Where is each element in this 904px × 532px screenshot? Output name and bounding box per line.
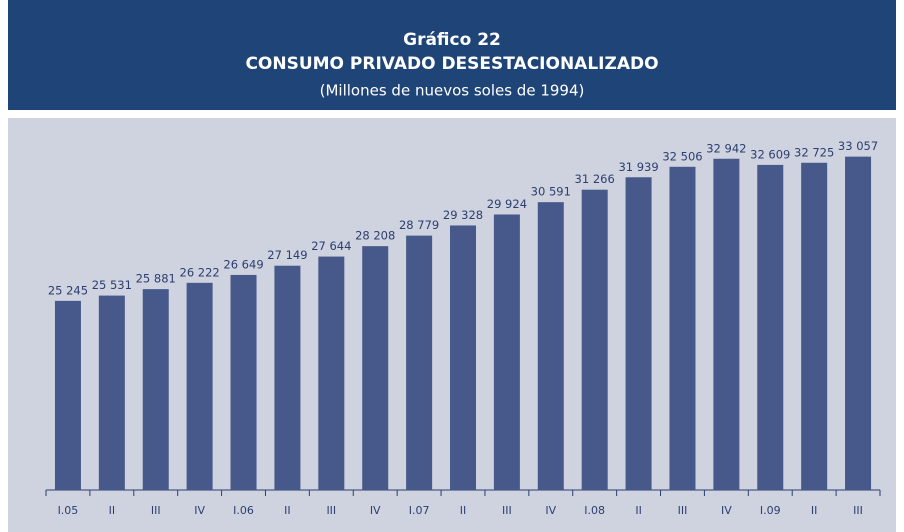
bar xyxy=(142,289,169,490)
bar xyxy=(713,158,740,491)
x-tick-label: II xyxy=(460,504,467,517)
bar xyxy=(318,256,345,490)
x-tick-label: I.07 xyxy=(409,504,430,517)
bar xyxy=(98,295,125,490)
value-label: 32 506 xyxy=(662,149,702,163)
bar xyxy=(757,164,784,490)
x-tick-label: III xyxy=(678,504,688,517)
x-tick-label: II xyxy=(109,504,116,517)
bar xyxy=(493,214,520,491)
x-tick-label: IV xyxy=(721,504,732,517)
value-label: 25 245 xyxy=(48,283,88,297)
x-tick-label: III xyxy=(151,504,161,517)
value-label: 32 609 xyxy=(750,147,790,161)
value-label: 27 149 xyxy=(267,248,307,262)
chart-title: Gráfico 22 xyxy=(403,30,501,50)
x-tick-label: II xyxy=(811,504,818,517)
x-tick-label: IV xyxy=(194,504,205,517)
x-tick-label: III xyxy=(326,504,336,517)
bar xyxy=(362,246,389,490)
x-tick-label: IV xyxy=(370,504,381,517)
x-tick-label: IV xyxy=(545,504,556,517)
value-label: 26 222 xyxy=(180,265,220,279)
value-label: 25 531 xyxy=(92,278,132,292)
value-label: 28 779 xyxy=(399,218,439,232)
bar xyxy=(801,162,828,490)
value-label: 27 644 xyxy=(311,239,351,253)
value-label: 31 939 xyxy=(618,160,658,174)
bar xyxy=(669,166,696,490)
x-tick-label: I.08 xyxy=(584,504,605,517)
x-tick-label: I.05 xyxy=(58,504,79,517)
x-tick-label: I.06 xyxy=(233,504,254,517)
bar xyxy=(54,300,81,490)
x-tick-label: II xyxy=(635,504,642,517)
bar xyxy=(845,156,872,490)
value-label: 25 881 xyxy=(136,272,176,286)
value-label: 32 942 xyxy=(706,141,746,155)
bar xyxy=(230,274,257,490)
x-tick-label: II xyxy=(284,504,291,517)
value-label: 29 328 xyxy=(443,208,483,222)
bar xyxy=(450,225,476,490)
chart-subtitle: CONSUMO PRIVADO DESESTACIONALIZADO xyxy=(245,54,658,74)
value-label: 28 208 xyxy=(355,229,395,243)
value-label: 29 924 xyxy=(487,197,527,211)
bar xyxy=(274,265,301,490)
value-label: 30 591 xyxy=(531,185,571,199)
header-band xyxy=(8,0,896,110)
x-tick-label: III xyxy=(853,504,863,517)
chart-note: (Millones de nuevos soles de 1994) xyxy=(320,82,585,100)
value-label: 26 649 xyxy=(223,257,263,271)
x-tick-label: III xyxy=(502,504,512,517)
value-label: 32 725 xyxy=(794,145,834,159)
bar xyxy=(625,177,652,490)
x-tick-label: I.09 xyxy=(760,504,781,517)
bar xyxy=(537,202,564,491)
bar xyxy=(186,282,213,490)
bar xyxy=(406,235,433,490)
value-label: 33 057 xyxy=(838,139,878,153)
value-label: 31 266 xyxy=(575,172,615,186)
bar xyxy=(581,189,608,490)
